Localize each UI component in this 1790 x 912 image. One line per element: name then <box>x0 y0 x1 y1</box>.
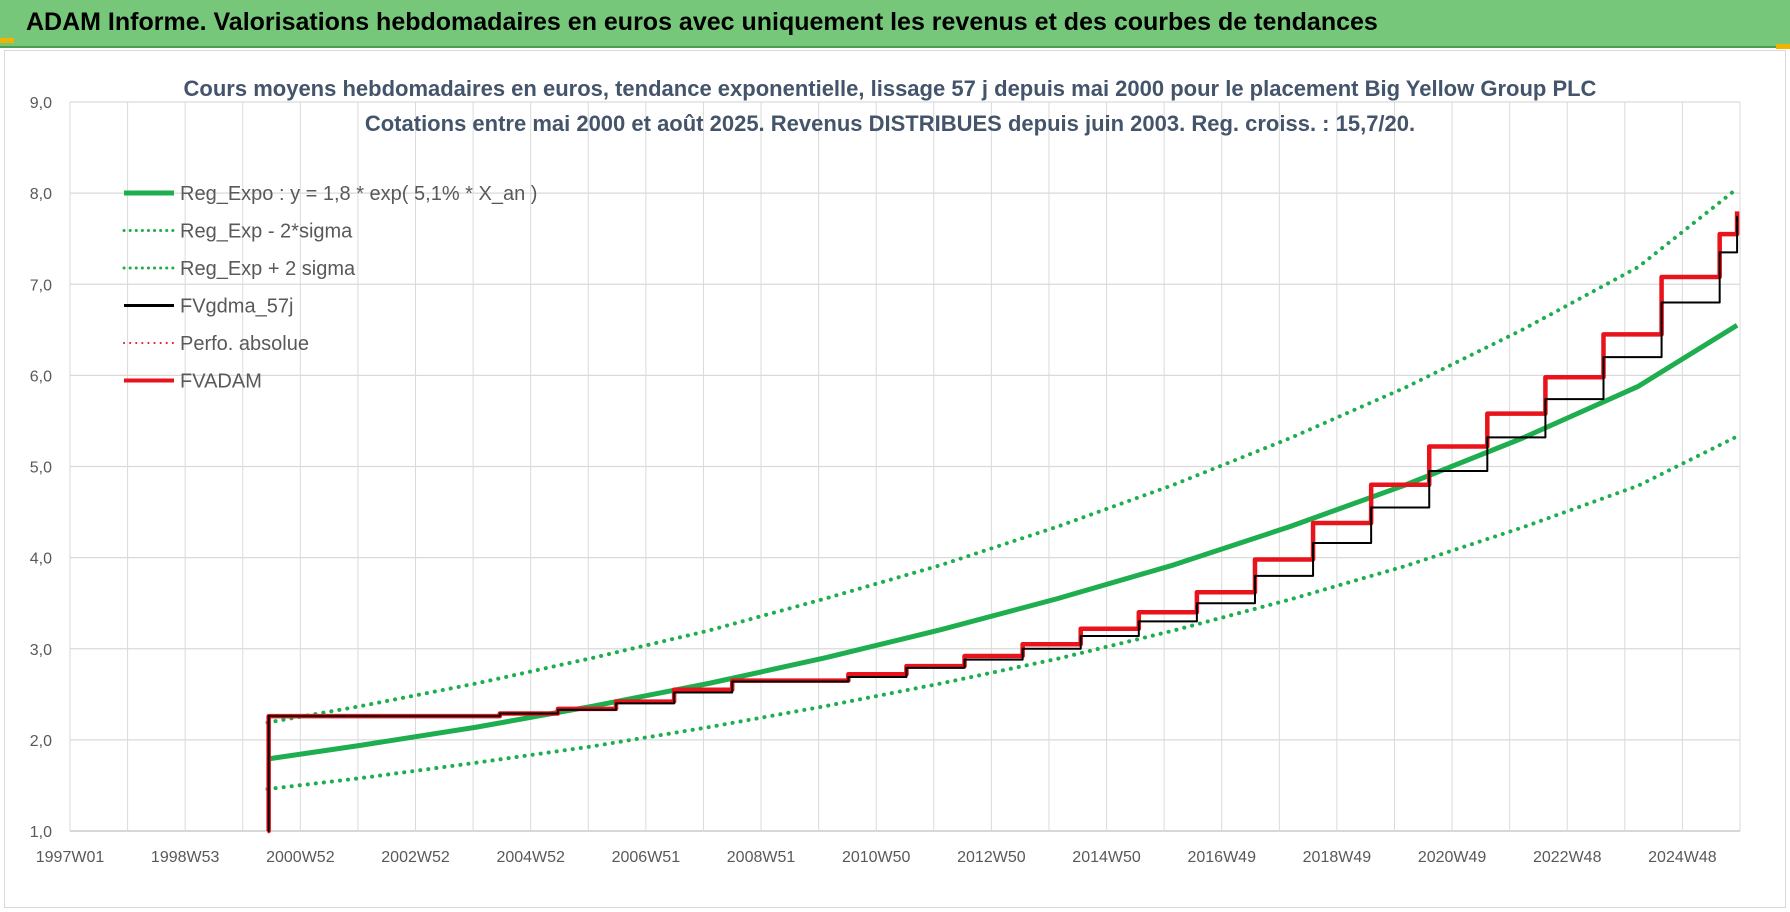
x-tick-label: 2008W51 <box>727 849 796 866</box>
x-tick-label: 1998W53 <box>151 849 220 866</box>
legend: Reg_Expo : y = 1,8 * exp( 5,1% * X_an ) R… <box>122 183 537 393</box>
x-tick-label: 2018W49 <box>1303 849 1372 866</box>
chart-frame <box>4 50 1786 908</box>
y-tick-label: 7,0 <box>30 277 52 294</box>
series-reg-exp-plus-2sigma <box>265 186 1740 725</box>
x-tick-label: 2014W50 <box>1072 849 1141 866</box>
y-tick-label: 1,0 <box>30 824 52 841</box>
y-tick-label: 6,0 <box>30 368 52 385</box>
grid <box>69 101 1741 832</box>
legend-label: FVADAM <box>180 371 262 393</box>
legend-label: FVgdma_57j <box>180 296 293 318</box>
series-fvgdma-57j <box>267 215 1739 832</box>
chart-title: Cours moyens hebdomadaires en euros, ten… <box>184 76 1597 101</box>
legend-label: Perfo. absolue <box>180 333 309 355</box>
y-tick-label: 9,0 <box>30 95 52 112</box>
x-tick-label: 2020W49 <box>1418 849 1487 866</box>
y-tick-label: 4,0 <box>30 551 52 568</box>
x-tick-label: 2024W48 <box>1648 849 1717 866</box>
x-tick-label: 2000W52 <box>266 849 335 866</box>
x-tick-label: 2010W50 <box>842 849 911 866</box>
x-tick-label: 2012W50 <box>957 849 1026 866</box>
x-tick-label: 2004W52 <box>496 849 565 866</box>
corner-marker-top-right <box>1776 44 1790 49</box>
x-tick-label: 2022W48 <box>1533 849 1602 866</box>
y-axis-ticks: 1,0 2,0 3,0 4,0 5,0 6,0 7,0 8,0 9,0 <box>30 95 52 841</box>
y-tick-label: 2,0 <box>30 733 52 750</box>
x-tick-label: 2002W52 <box>381 849 450 866</box>
series-reg-exp-minus-2sigma <box>265 434 1740 792</box>
legend-label: Reg_Expo : y = 1,8 * exp( 5,1% * X_an ) <box>180 183 537 205</box>
x-axis-ticks: 1997W01 1998W53 2000W52 2002W52 2004W52 2006W… <box>36 849 1717 866</box>
legend-label: Reg_Exp - 2*sigma <box>180 221 353 243</box>
y-tick-label: 8,0 <box>30 186 52 203</box>
y-tick-label: 5,0 <box>30 460 52 477</box>
legend-label: Reg_Exp + 2 sigma <box>180 258 356 280</box>
x-tick-label: 1997W01 <box>36 849 105 866</box>
banner-title: ADAM Informe. Valorisations hebdomadaire… <box>26 8 1378 36</box>
x-tick-label: 2016W49 <box>1187 849 1256 866</box>
series-group <box>265 186 1740 834</box>
corner-marker-top-left <box>0 38 14 43</box>
x-tick-label: 2006W51 <box>612 849 681 866</box>
y-tick-label: 3,0 <box>30 642 52 659</box>
chart-subtitle: Cotations entre mai 2000 et août 2025. R… <box>365 111 1415 136</box>
series-fvadam <box>266 211 1740 834</box>
series-reg-expo <box>267 323 1739 762</box>
title-banner: ADAM Informe. Valorisations hebdomadaire… <box>0 0 1790 48</box>
